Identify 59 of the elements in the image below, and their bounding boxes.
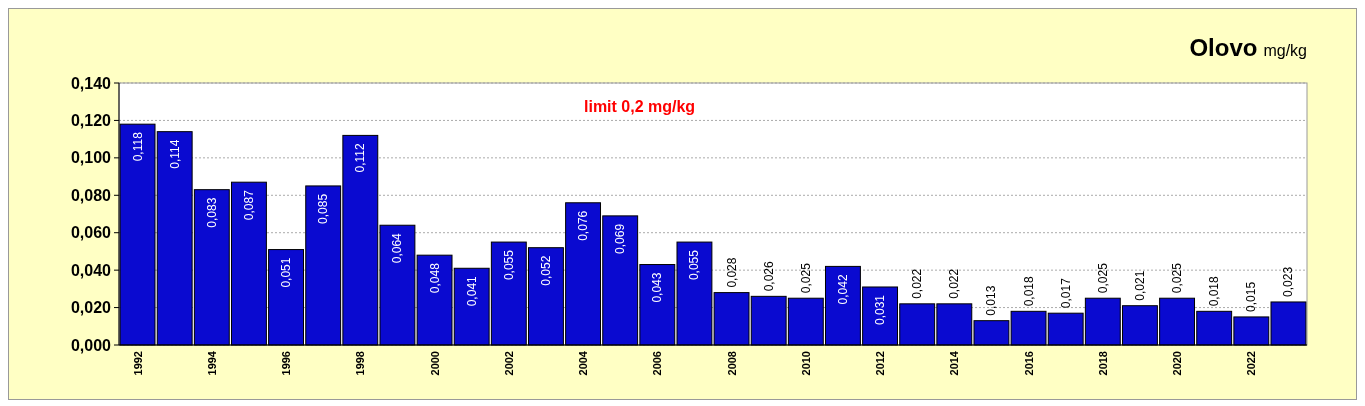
data-label: 0,069 — [613, 223, 628, 254]
data-label: 0,028 — [724, 257, 739, 288]
x-tick-label: 2020 — [1171, 351, 1184, 376]
data-label: 0,112 — [353, 143, 368, 173]
x-tick-label: 2006 — [651, 351, 664, 376]
data-label: 0,083 — [204, 197, 219, 228]
y-tick-label: 0,080 — [70, 186, 112, 204]
data-label: 0,013 — [984, 285, 999, 316]
data-label: 0,118 — [130, 131, 145, 162]
data-label: 0,052 — [538, 255, 553, 286]
data-label: 0,025 — [798, 262, 813, 294]
y-tick-label: 0,020 — [70, 299, 112, 317]
data-label: 0,087 — [241, 189, 256, 221]
data-label: 0,055 — [501, 249, 516, 281]
data-label: 0,031 — [873, 294, 888, 326]
data-label: 0,022 — [947, 268, 962, 299]
data-label: 0,022 — [910, 268, 925, 299]
x-tick-label: 1996 — [280, 351, 293, 376]
x-tick-label: 1994 — [205, 350, 218, 376]
data-label: 0,043 — [650, 272, 665, 303]
data-label: 0,017 — [1058, 277, 1073, 309]
chart-subtitle: mg/kg — [1263, 42, 1307, 59]
x-tick-label: 2010 — [799, 351, 812, 376]
y-tick-label: 0,100 — [70, 149, 112, 167]
data-label: 0,023 — [1281, 266, 1296, 297]
x-tick-label: 2004 — [577, 350, 590, 376]
data-label: 0,076 — [576, 210, 591, 241]
data-label: 0,064 — [390, 232, 405, 264]
x-tick-label: 2014 — [948, 350, 961, 376]
annotation: limit 0,2 mg/kg — [584, 98, 696, 115]
x-tick-label: 2012 — [874, 351, 887, 376]
data-label: 0,015 — [1244, 281, 1259, 312]
data-label: 0,042 — [835, 274, 850, 305]
x-tick-label: 2022 — [1245, 351, 1258, 376]
x-tick-label: 2016 — [1022, 351, 1035, 376]
data-label: 0,048 — [427, 262, 442, 294]
data-label: 0,018 — [1021, 275, 1036, 307]
y-tick-label: 0,140 — [70, 74, 112, 92]
data-label: 0,021 — [1132, 270, 1147, 301]
y-tick-label: 0,000 — [70, 336, 112, 354]
data-label: 0,025 — [1170, 262, 1185, 294]
x-tick-label: 2002 — [502, 351, 515, 376]
data-label: 0,051 — [279, 257, 294, 288]
data-label: 0,025 — [1095, 262, 1110, 294]
data-label: 0,026 — [761, 260, 776, 292]
y-tick-label: 0,120 — [70, 112, 112, 130]
y-tick-label: 0,040 — [70, 261, 112, 279]
x-tick-label: 2018 — [1096, 351, 1109, 376]
x-tick-label: 2008 — [725, 351, 738, 376]
data-label: 0,055 — [687, 249, 702, 281]
data-label: 0,114 — [167, 139, 182, 169]
chart-title: Olovo — [1189, 34, 1258, 61]
data-label: 0,085 — [316, 193, 331, 224]
y-tick-label: 0,060 — [70, 224, 112, 242]
x-tick-label: 1998 — [354, 351, 367, 376]
data-label: 0,041 — [464, 275, 479, 307]
x-tick-label: 1992 — [131, 351, 144, 376]
data-label: 0,018 — [1207, 275, 1222, 307]
x-tick-label: 2000 — [428, 351, 441, 376]
